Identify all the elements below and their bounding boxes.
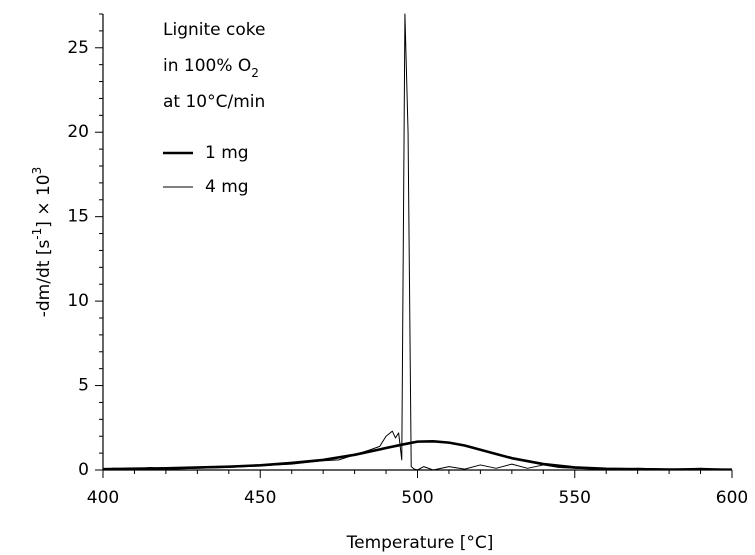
series-line bbox=[103, 439, 732, 470]
x-tick-label: 500 bbox=[401, 488, 433, 508]
y-tick-label: 10 bbox=[67, 291, 89, 311]
y-axis-label-part: -1 bbox=[30, 228, 44, 240]
y-axis-label-part: 3 bbox=[30, 167, 44, 175]
x-tick-label: 550 bbox=[559, 488, 591, 508]
y-tick-label: 25 bbox=[67, 38, 89, 58]
y-axis-label-part: -dm/dt [s bbox=[34, 240, 54, 318]
y-tick-label: 15 bbox=[67, 207, 89, 227]
legend-label: 4 mg bbox=[205, 177, 249, 197]
annotation-part: at 10°C/min bbox=[163, 92, 265, 112]
annotation-part: in 100% O bbox=[163, 56, 251, 76]
y-tick-label: 0 bbox=[78, 460, 89, 480]
annotation-part: 2 bbox=[251, 66, 259, 80]
annotation: at 10°C/min bbox=[163, 92, 265, 112]
annotation-part: Lignite coke bbox=[163, 20, 265, 40]
annotation: in 100% O2 bbox=[163, 56, 259, 80]
x-tick-label: 450 bbox=[244, 488, 276, 508]
series-line bbox=[112, 13, 726, 470]
y-tick-label: 5 bbox=[78, 376, 89, 396]
legend-label: 1 mg bbox=[205, 143, 249, 163]
x-tick-label: 600 bbox=[716, 488, 748, 508]
y-axis-label: -dm/dt [s-1] × 103 bbox=[30, 167, 55, 318]
annotation: Lignite coke bbox=[163, 20, 265, 40]
y-tick-label: 20 bbox=[67, 122, 89, 142]
y-axis-label-part: ] × 10 bbox=[34, 174, 54, 227]
x-axis-label: Temperature [°C] bbox=[346, 533, 494, 553]
x-tick-label: 400 bbox=[87, 488, 119, 508]
